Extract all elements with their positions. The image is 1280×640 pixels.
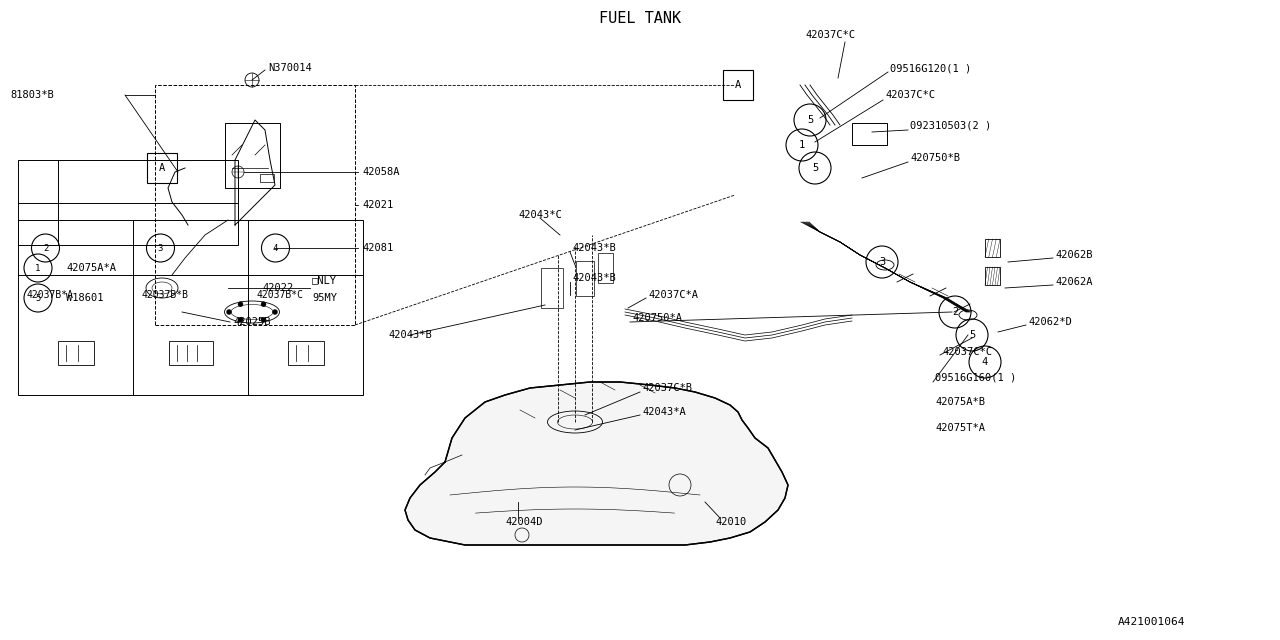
Bar xyxy=(723,70,753,100)
Bar xyxy=(147,153,177,183)
Bar xyxy=(852,123,887,145)
Text: A421001064: A421001064 xyxy=(1117,617,1185,627)
Text: N370014: N370014 xyxy=(268,63,312,73)
Text: 42004D: 42004D xyxy=(506,517,543,527)
Text: 42062*D: 42062*D xyxy=(1028,317,1071,327)
Text: 42037C*A: 42037C*A xyxy=(648,290,698,300)
Bar xyxy=(986,239,1000,257)
Text: 4: 4 xyxy=(273,243,278,253)
Text: 42037C*C: 42037C*C xyxy=(942,347,992,357)
Text: 09516G120(1 ): 09516G120(1 ) xyxy=(890,63,972,73)
Text: 42043*B: 42043*B xyxy=(388,330,431,340)
Text: 2: 2 xyxy=(952,307,959,317)
Text: 81803*B: 81803*B xyxy=(10,90,54,100)
Bar xyxy=(288,341,324,365)
Text: 420750*A: 420750*A xyxy=(632,313,682,323)
Text: 42025B: 42025B xyxy=(233,317,270,327)
Text: 42075A*B: 42075A*B xyxy=(934,397,986,407)
Circle shape xyxy=(227,310,232,314)
Text: 092310503(2 ): 092310503(2 ) xyxy=(910,120,991,130)
Text: 1: 1 xyxy=(36,264,41,273)
Text: A: A xyxy=(735,80,741,90)
Text: W18601: W18601 xyxy=(67,293,104,303)
Text: 5: 5 xyxy=(969,330,975,340)
Text: FUEL TANK: FUEL TANK xyxy=(599,10,681,26)
Text: 42043*A: 42043*A xyxy=(643,407,686,417)
Text: 1: 1 xyxy=(799,140,805,150)
Text: 42075A*A: 42075A*A xyxy=(67,263,116,273)
Text: 5: 5 xyxy=(806,115,813,125)
Text: 42037C*C: 42037C*C xyxy=(805,30,855,40)
Text: 09516G160(1 ): 09516G160(1 ) xyxy=(934,373,1016,383)
Text: 42062A: 42062A xyxy=(1055,277,1093,287)
Bar xyxy=(169,341,212,365)
Bar xyxy=(986,267,1000,285)
Text: A: A xyxy=(159,163,165,173)
Bar xyxy=(18,220,364,395)
Circle shape xyxy=(261,301,266,307)
Bar xyxy=(225,123,280,188)
Polygon shape xyxy=(404,382,788,545)
Circle shape xyxy=(238,317,243,323)
Text: 3: 3 xyxy=(157,243,163,253)
Text: 42010: 42010 xyxy=(716,517,746,527)
Bar xyxy=(18,160,238,245)
Text: 42075T*A: 42075T*A xyxy=(934,423,986,433)
Text: 42043*B: 42043*B xyxy=(572,273,616,283)
Bar xyxy=(155,85,355,325)
Text: □NLY: □NLY xyxy=(312,275,337,285)
Text: 42058A: 42058A xyxy=(362,167,399,177)
Text: 42037C*C: 42037C*C xyxy=(884,90,934,100)
Text: 2: 2 xyxy=(42,243,49,253)
Text: 42037B*B: 42037B*B xyxy=(141,290,188,300)
Text: 42037C*B: 42037C*B xyxy=(643,383,692,393)
Text: 3: 3 xyxy=(879,257,886,267)
Text: 42043*B: 42043*B xyxy=(572,243,616,253)
Text: 420750*B: 420750*B xyxy=(910,153,960,163)
Bar xyxy=(58,341,93,365)
Text: 42021: 42021 xyxy=(362,200,393,210)
Text: 95MY: 95MY xyxy=(312,293,337,303)
Text: 4: 4 xyxy=(982,357,988,367)
Text: 42037B*A: 42037B*A xyxy=(26,290,73,300)
Text: 42043*C: 42043*C xyxy=(518,210,562,220)
Text: 42022: 42022 xyxy=(262,283,293,293)
Circle shape xyxy=(238,301,243,307)
Text: 42037B*C: 42037B*C xyxy=(256,290,303,300)
Text: 5: 5 xyxy=(36,294,41,303)
Text: 42081: 42081 xyxy=(362,243,393,253)
Circle shape xyxy=(273,310,278,314)
Text: 42062B: 42062B xyxy=(1055,250,1093,260)
Text: 5: 5 xyxy=(812,163,818,173)
Bar xyxy=(260,174,274,182)
Circle shape xyxy=(261,317,266,323)
